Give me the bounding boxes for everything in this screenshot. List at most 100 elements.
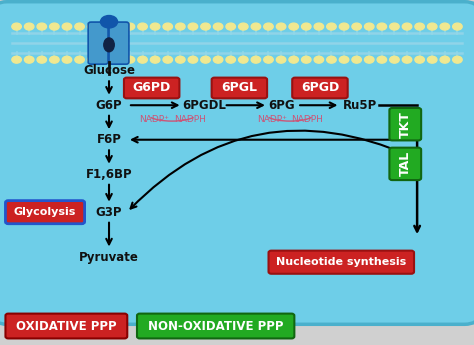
- FancyBboxPatch shape: [88, 22, 108, 64]
- Text: 6PGD: 6PGD: [301, 81, 339, 95]
- Text: G6P: G6P: [96, 99, 122, 112]
- Circle shape: [62, 56, 72, 63]
- Circle shape: [276, 23, 286, 30]
- Circle shape: [62, 23, 72, 30]
- Circle shape: [213, 56, 223, 63]
- Circle shape: [25, 56, 34, 63]
- Circle shape: [12, 56, 21, 63]
- Text: Pyruvate: Pyruvate: [79, 250, 139, 264]
- Text: NADPH: NADPH: [173, 115, 206, 124]
- Circle shape: [289, 56, 299, 63]
- Circle shape: [377, 56, 387, 63]
- FancyBboxPatch shape: [390, 108, 421, 140]
- FancyBboxPatch shape: [6, 201, 84, 224]
- Circle shape: [150, 56, 160, 63]
- Circle shape: [87, 23, 97, 30]
- Circle shape: [428, 56, 437, 63]
- Circle shape: [201, 56, 210, 63]
- Circle shape: [37, 23, 46, 30]
- Circle shape: [50, 23, 59, 30]
- Circle shape: [75, 23, 84, 30]
- Circle shape: [264, 56, 273, 63]
- Circle shape: [428, 23, 437, 30]
- Text: NADPH: NADPH: [291, 115, 323, 124]
- Circle shape: [365, 23, 374, 30]
- Circle shape: [453, 56, 462, 63]
- Text: NADP⁺: NADP⁺: [139, 115, 169, 124]
- Text: OXIDATIVE PPP: OXIDATIVE PPP: [16, 319, 117, 333]
- Circle shape: [251, 56, 261, 63]
- Circle shape: [390, 23, 399, 30]
- Text: Glycolysis: Glycolysis: [14, 207, 76, 217]
- Circle shape: [415, 23, 424, 30]
- Text: 6PGDL: 6PGDL: [182, 99, 226, 112]
- Circle shape: [251, 23, 261, 30]
- Circle shape: [100, 56, 109, 63]
- FancyBboxPatch shape: [0, 2, 474, 324]
- Circle shape: [415, 56, 424, 63]
- Circle shape: [352, 23, 361, 30]
- Circle shape: [75, 56, 84, 63]
- FancyBboxPatch shape: [109, 22, 129, 64]
- Circle shape: [226, 56, 236, 63]
- FancyBboxPatch shape: [390, 148, 421, 180]
- Circle shape: [100, 16, 118, 28]
- FancyBboxPatch shape: [137, 314, 294, 338]
- Circle shape: [113, 23, 122, 30]
- Text: F1,6BP: F1,6BP: [86, 168, 132, 181]
- Circle shape: [453, 23, 462, 30]
- Circle shape: [276, 56, 286, 63]
- Circle shape: [402, 56, 412, 63]
- Circle shape: [175, 56, 185, 63]
- Circle shape: [440, 56, 449, 63]
- Circle shape: [238, 23, 248, 30]
- Circle shape: [150, 23, 160, 30]
- Circle shape: [402, 23, 412, 30]
- FancyBboxPatch shape: [268, 250, 414, 274]
- Circle shape: [25, 23, 34, 30]
- Text: Nucleotide synthesis: Nucleotide synthesis: [276, 257, 406, 267]
- Text: 6PGL: 6PGL: [221, 81, 257, 95]
- Circle shape: [352, 56, 361, 63]
- Circle shape: [226, 23, 236, 30]
- Circle shape: [440, 23, 449, 30]
- Text: Ru5P: Ru5P: [343, 99, 377, 112]
- Text: G6PD: G6PD: [133, 81, 171, 95]
- Circle shape: [175, 23, 185, 30]
- FancyBboxPatch shape: [292, 78, 348, 98]
- Circle shape: [377, 23, 387, 30]
- Circle shape: [188, 56, 198, 63]
- Circle shape: [213, 23, 223, 30]
- Circle shape: [87, 56, 97, 63]
- Circle shape: [37, 56, 46, 63]
- Circle shape: [365, 56, 374, 63]
- Ellipse shape: [104, 38, 114, 52]
- Circle shape: [314, 23, 324, 30]
- Text: TAL: TAL: [399, 151, 412, 177]
- FancyBboxPatch shape: [124, 78, 179, 98]
- Circle shape: [138, 56, 147, 63]
- FancyBboxPatch shape: [211, 78, 267, 98]
- Circle shape: [163, 56, 173, 63]
- Circle shape: [301, 56, 311, 63]
- Circle shape: [113, 56, 122, 63]
- FancyBboxPatch shape: [6, 314, 127, 338]
- Circle shape: [201, 23, 210, 30]
- Circle shape: [188, 23, 198, 30]
- Circle shape: [125, 23, 135, 30]
- Text: F6P: F6P: [97, 133, 121, 146]
- Circle shape: [238, 56, 248, 63]
- Circle shape: [100, 23, 109, 30]
- Text: TKT: TKT: [399, 111, 412, 138]
- Circle shape: [163, 23, 173, 30]
- Text: NADP⁺: NADP⁺: [257, 115, 288, 124]
- Circle shape: [289, 23, 299, 30]
- Circle shape: [264, 23, 273, 30]
- Text: G3P: G3P: [96, 206, 122, 219]
- Circle shape: [339, 56, 349, 63]
- Circle shape: [327, 56, 336, 63]
- Circle shape: [327, 23, 336, 30]
- Circle shape: [339, 23, 349, 30]
- Circle shape: [138, 23, 147, 30]
- Circle shape: [50, 56, 59, 63]
